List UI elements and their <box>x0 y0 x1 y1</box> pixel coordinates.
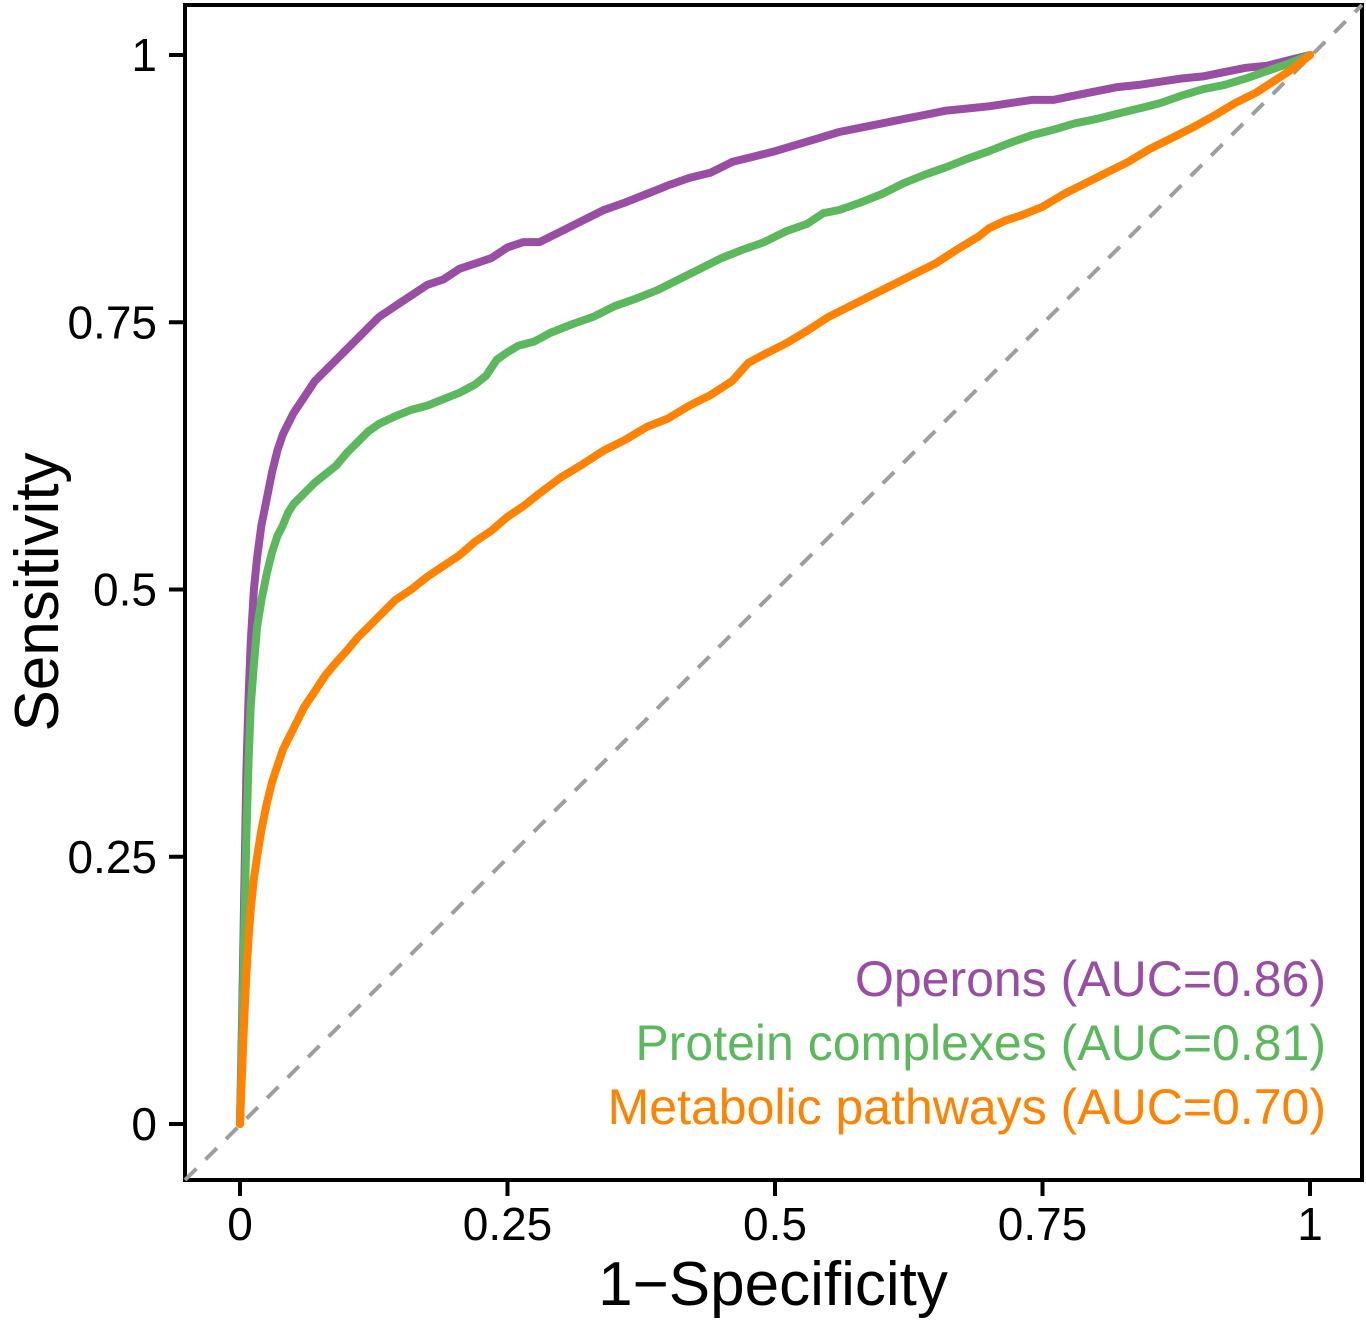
y-tick-label: 0 <box>131 1098 157 1150</box>
y-tick-label: 0.75 <box>67 296 157 348</box>
roc-curve-operons <box>236 51 1314 1128</box>
y-tick-label: 0.25 <box>67 831 157 883</box>
x-tick-label: 0 <box>227 1198 253 1250</box>
x-tick-label: 1 <box>1297 1198 1323 1250</box>
legend-item-protein-complexes: Protein complexes (AUC=0.81) <box>635 1015 1326 1071</box>
legend-item-operons: Operons (AUC=0.86) <box>855 951 1326 1007</box>
axis-ticks: 0 0.25 0.5 0.75 1 0 0.25 0.5 0.75 1 <box>67 29 1322 1250</box>
x-tick-label: 0.5 <box>743 1198 807 1250</box>
legend: Operons (AUC=0.86) Protein complexes (AUC… <box>608 951 1326 1135</box>
y-tick-label: 1 <box>131 29 157 81</box>
y-axis-title: Sensitivity <box>3 452 72 731</box>
legend-item-metabolic-pathways: Metabolic pathways (AUC=0.70) <box>608 1079 1326 1135</box>
roc-curves <box>236 51 1314 1128</box>
roc-curve-metabolic-pathways <box>236 51 1314 1128</box>
x-axis-title: 1−Specificity <box>598 1250 948 1319</box>
x-tick-label: 0.75 <box>998 1198 1088 1250</box>
x-tick-label: 0.25 <box>463 1198 553 1250</box>
y-tick-label: 0.5 <box>93 564 157 616</box>
roc-curve-protein-complexes <box>236 51 1314 1128</box>
